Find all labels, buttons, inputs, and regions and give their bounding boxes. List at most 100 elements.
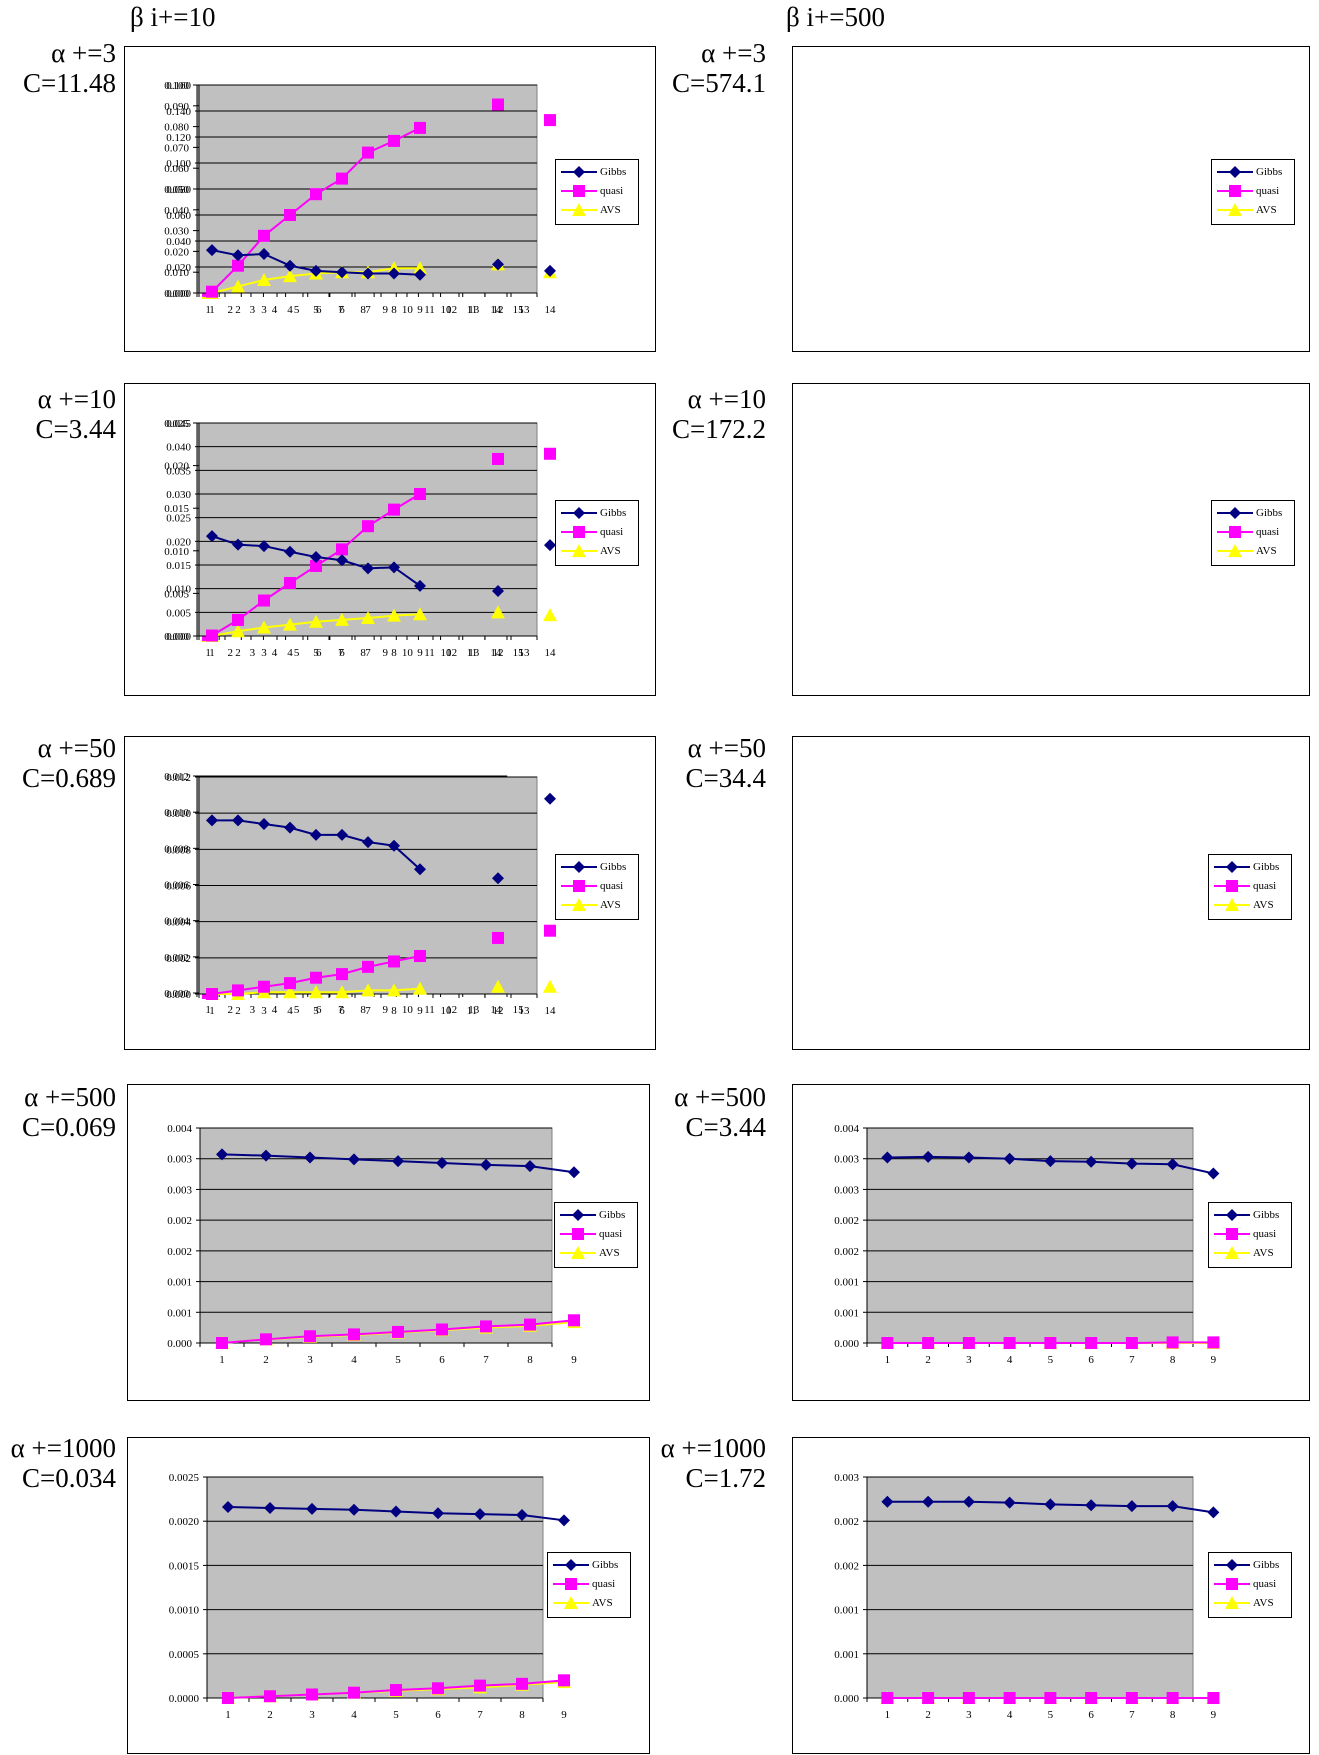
x-tick-label: 7 [483,1354,489,1366]
legend-item-gibbs: Gibbs [556,164,638,182]
data-point-gibbs [258,818,270,831]
legend-swatch [560,1209,596,1221]
x-tick-label: 3 [307,1354,313,1366]
legend-label: Gibbs [1256,166,1283,178]
x-tick-label: 10 [402,647,414,659]
column-header-beta-10: β i+=10 [130,2,216,32]
legend-label: Gibbs [599,1209,626,1221]
y-tick-label: 0.004 [166,917,191,929]
x-tick-label: 12 [446,304,457,316]
data-point-gibbs [1125,1157,1138,1170]
data-point-gibbs [336,554,348,567]
y-tick-label: 0.060 [164,163,189,175]
series-quasi [216,1314,580,1349]
x-tick-label: 15 [513,304,525,316]
x-tick-label: 8 [391,304,397,316]
y-tick-label: 0.060 [166,210,191,222]
data-point-quasi [1003,1337,1016,1349]
data-point-avs [257,273,271,286]
legend: Gibbs quasi AVS [555,854,639,920]
data-point-avs [543,608,557,622]
x-tick-label: 7 [477,1709,483,1721]
data-point-gibbs [1125,1500,1138,1513]
legend-marker [1229,526,1241,538]
legend-label: quasi [592,1578,616,1590]
data-point-gibbs [544,539,556,552]
data-point-gibbs [516,1509,528,1522]
x-tick-label: 9 [571,1354,577,1366]
legend-swatch [561,185,597,197]
x-tick-label: 4 [1007,1354,1013,1366]
data-point-gibbs [348,1503,360,1516]
legend-label: Gibbs [600,166,627,178]
data-point-gibbs [414,863,426,876]
y-tick-label: 0.030 [166,489,191,501]
legend: Gibbs quasi AVS [555,159,639,225]
data-point-quasi [1044,1337,1057,1349]
legend-item-quasi: quasi [556,524,638,542]
x-tick-label: 2 [227,304,233,316]
x-tick-label: 12 [493,1005,504,1017]
y-tick-label: 0.000 [164,288,189,300]
data-point-gibbs [362,267,374,280]
x-tick-label: 6 [1088,1709,1094,1721]
data-point-quasi [310,971,322,984]
x-tick-label: 13 [519,304,531,316]
data-point-avs [283,985,297,999]
x-tick-label: 12 [493,647,504,659]
x-tick-label: 8 [391,647,397,659]
y-tick-label: 0.002 [834,1516,859,1528]
legend-label: Gibbs [600,507,627,519]
x-tick-label: 6 [1088,1354,1094,1366]
x-tick-label: 6 [316,1004,322,1016]
c-label: C=0.034 [22,1463,116,1493]
data-point-gibbs [388,561,400,574]
x-tick-label: 2 [227,647,233,659]
legend-marker [1225,1596,1239,1609]
data-point-gibbs [1166,1158,1179,1171]
legend-item-avs: AVS [556,897,638,915]
y-tick-label: 0.080 [166,184,191,196]
legend-label: AVS [1253,1247,1274,1259]
legend-item-quasi: quasi [556,878,638,896]
y-tick-label: 0.006 [166,881,191,893]
legend-marker [1226,1559,1238,1571]
data-point-gibbs [1085,1499,1098,1512]
x-tick-label: 3 [261,647,267,659]
legend-swatch [1214,1246,1250,1259]
data-point-avs [387,608,401,622]
x-tick-label: 11 [467,304,478,316]
data-point-gibbs [1003,1496,1016,1509]
y-tick-label: 0.010 [164,546,189,558]
x-tick-label: 5 [294,1004,300,1016]
data-point-quasi [388,503,400,516]
data-point-avs [309,985,323,999]
legend-item-quasi: quasi [556,183,638,201]
alpha-label: α +=3 [51,38,116,68]
legend-item-quasi: quasi [1209,1576,1291,1594]
legend-label: AVS [1256,545,1277,557]
chart-panel-p8: 0.000 0.001 0.001 0.002 0.002 0.003 0.003 0.004… [792,1084,1310,1401]
x-tick-label: 14 [490,304,502,316]
series-gibbs [206,792,556,885]
x-tick-label: 9 [417,304,423,316]
y-tick-label: 0.0025 [169,1472,200,1484]
data-point-avs [335,985,349,999]
data-point-quasi [474,1679,486,1692]
y-tick-label: 0.080 [164,122,189,134]
c-label: C=3.44 [35,414,117,444]
y-tick-label: 0.001 [834,1605,859,1617]
data-point-gibbs [1044,1498,1057,1511]
data-point-gibbs [336,828,348,841]
y-tick-label: 0.000 [167,1338,192,1350]
legend-item-gibbs: Gibbs [1212,164,1294,182]
legend-marker [1228,203,1242,216]
data-point-avs [387,983,401,997]
x-tick-label: 4 [287,1005,293,1017]
x-tick-label: 6 [316,304,322,316]
legend-label: AVS [1256,204,1277,216]
legend-marker [572,898,586,911]
y-tick-label: 0.002 [167,1246,192,1258]
legend-marker [1226,880,1238,892]
y-tick-label: 0.035 [166,465,191,477]
